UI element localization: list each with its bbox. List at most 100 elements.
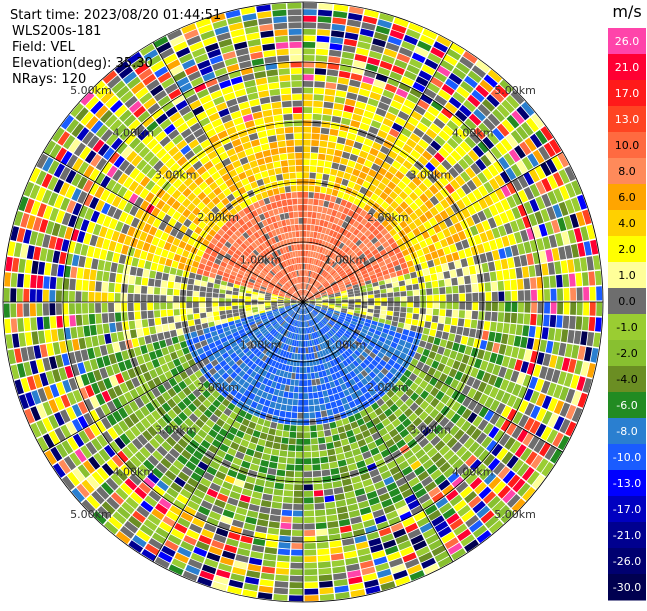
gate: [303, 225, 307, 231]
gate: [182, 250, 190, 258]
gate: [117, 264, 124, 274]
gate: [321, 214, 326, 221]
gate: [492, 302, 498, 311]
gate: [333, 573, 347, 581]
gate: [145, 335, 152, 344]
gate: [333, 481, 343, 488]
gate: [76, 315, 83, 326]
gate: [308, 199, 313, 205]
gate: [312, 379, 317, 385]
gate: [213, 298, 219, 302]
gate: [539, 251, 547, 263]
gate: [339, 432, 347, 439]
gate: [90, 325, 97, 336]
gate: [345, 32, 359, 40]
gate: [518, 302, 524, 312]
gate: [402, 268, 409, 275]
gate: [329, 462, 338, 469]
gate: [280, 529, 291, 536]
gate: [373, 313, 379, 318]
gate: [227, 314, 233, 319]
gate: [303, 341, 305, 347]
gate: [290, 425, 296, 431]
gate: [206, 303, 212, 308]
gate: [511, 291, 517, 301]
gate: [292, 367, 296, 373]
gate: [155, 247, 163, 256]
gate: [569, 274, 576, 287]
gate: [273, 495, 283, 502]
gate: [344, 451, 353, 459]
gate: [391, 277, 398, 283]
gate: [266, 541, 278, 548]
gate: [69, 279, 76, 290]
gate: [443, 271, 450, 279]
gate: [450, 326, 457, 334]
gate: [245, 299, 251, 302]
gate: [76, 291, 82, 302]
gate: [293, 517, 303, 523]
gate: [278, 549, 290, 556]
gate: [498, 302, 504, 312]
gate: [17, 274, 24, 288]
gate: [291, 550, 303, 556]
gate: [174, 289, 180, 295]
gate: [279, 450, 287, 457]
gate: [304, 569, 317, 575]
gate: [520, 337, 528, 348]
gate: [168, 316, 175, 323]
gate: [345, 99, 356, 107]
gate: [344, 145, 353, 153]
gate: [482, 331, 489, 341]
gate: [303, 88, 313, 94]
gate: [312, 127, 321, 133]
gate: [574, 331, 581, 345]
gate: [115, 293, 121, 302]
gate: [303, 192, 308, 198]
gate: [317, 385, 322, 391]
gate: [135, 277, 142, 286]
gate: [414, 296, 420, 302]
gate: [214, 316, 220, 321]
gate: [331, 122, 340, 129]
gate: [304, 452, 311, 458]
gate: [134, 294, 140, 302]
gate: [317, 23, 331, 30]
gate: [24, 318, 31, 331]
gate: [320, 378, 325, 385]
gate: [252, 457, 261, 465]
gate: [200, 286, 206, 292]
gate: [89, 303, 95, 313]
gate: [318, 561, 331, 568]
gate: [458, 318, 465, 326]
gate: [167, 252, 175, 260]
gate: [458, 250, 466, 259]
gate: [392, 316, 398, 321]
gate: [531, 290, 537, 301]
gate: [258, 304, 264, 306]
gate: [233, 288, 239, 292]
gate: [161, 310, 167, 317]
gate: [304, 497, 314, 503]
gate: [350, 421, 358, 429]
gate: [311, 147, 319, 153]
gate: [168, 281, 175, 288]
gate: [333, 110, 343, 117]
gate: [309, 192, 314, 198]
gate: [293, 399, 298, 405]
gate: [374, 310, 380, 314]
gate: [4, 319, 11, 333]
gate: [299, 334, 301, 340]
gate: [46, 343, 54, 356]
gate: [381, 298, 387, 302]
gate: [226, 310, 232, 314]
gate: [421, 334, 428, 341]
gate: [116, 274, 123, 283]
gate: [517, 313, 524, 324]
gate: [95, 292, 101, 302]
gate: [444, 324, 451, 332]
gate: [167, 296, 173, 302]
gate: [580, 331, 587, 345]
gate: [30, 317, 37, 330]
gate: [491, 282, 497, 292]
